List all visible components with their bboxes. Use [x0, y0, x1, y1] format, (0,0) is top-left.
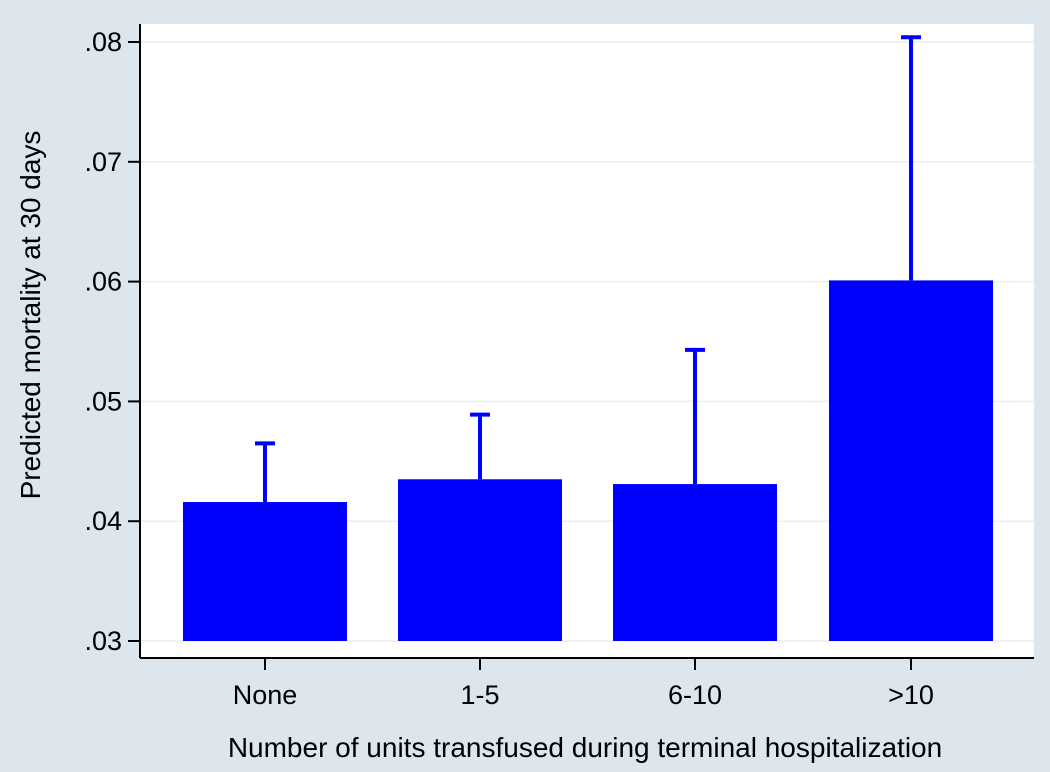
x-axis-title: Number of units transfused during termin… — [228, 732, 942, 763]
y-axis-title: Predicted mortality at 30 days — [15, 131, 46, 500]
x-tick-label: 6-10 — [668, 680, 722, 710]
y-ticks: .03 .04 .05 .06 .07 .08 — [84, 27, 140, 656]
y-tick-label: .08 — [84, 27, 122, 57]
x-tick-label: >10 — [888, 680, 934, 710]
bar — [829, 280, 993, 641]
x-ticks: None 1-5 6-10 >10 — [233, 658, 934, 710]
error-bars-group — [255, 35, 921, 503]
bar — [398, 479, 562, 641]
y-tick-label: .07 — [84, 147, 122, 177]
y-tick-label: .06 — [84, 267, 122, 297]
y-tick-label: .04 — [84, 506, 122, 536]
y-tick-label: .03 — [84, 626, 122, 656]
x-tick-label: 1-5 — [460, 680, 499, 710]
x-tick-label: None — [233, 680, 298, 710]
y-tick-label: .05 — [84, 386, 122, 416]
bars-group — [183, 280, 993, 641]
bar — [183, 502, 347, 641]
bar — [613, 484, 777, 641]
